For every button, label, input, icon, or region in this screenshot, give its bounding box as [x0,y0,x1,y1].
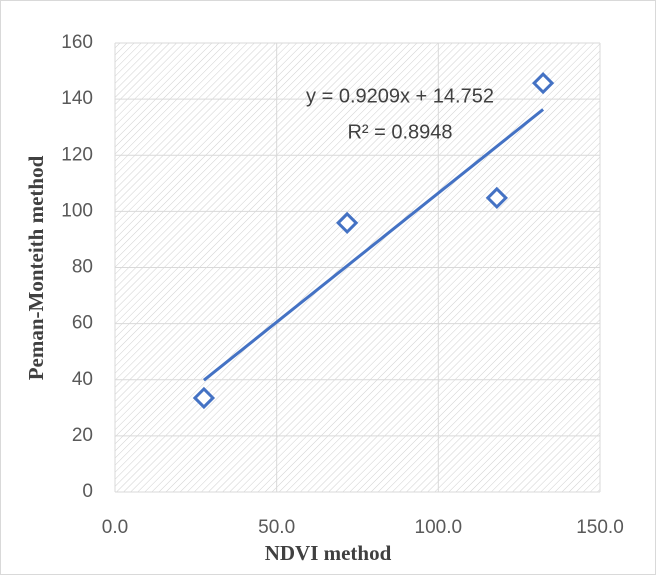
x-tick-label: 150.0 [576,517,624,538]
point [531,72,555,95]
point [485,186,508,210]
y-tick-label: 100 [61,200,93,221]
y-tick-label: 140 [61,88,93,109]
y-tick-label: 0 [82,481,93,502]
x-tick-label: 100.0 [415,517,463,538]
point [192,386,216,410]
x-tick-label: 50.0 [258,517,295,538]
y-tick-label: 120 [61,144,93,165]
y-tick-label: 20 [72,425,93,446]
y-axis-title: Peman-Monteith method [24,155,48,380]
point [336,211,359,235]
y-tick-label: 160 [61,32,93,53]
r-squared: R² = 0.8948 [347,121,452,143]
x-tick-label: 0.0 [102,517,128,538]
y-tick-label: 80 [72,257,93,278]
x-axis-title: NDVI method [265,541,392,565]
y-tick-label: 60 [72,313,93,334]
y-tick-label: 40 [72,369,93,390]
trendline [202,108,545,382]
equation: y = 0.9209x + 14.752 [306,85,494,107]
